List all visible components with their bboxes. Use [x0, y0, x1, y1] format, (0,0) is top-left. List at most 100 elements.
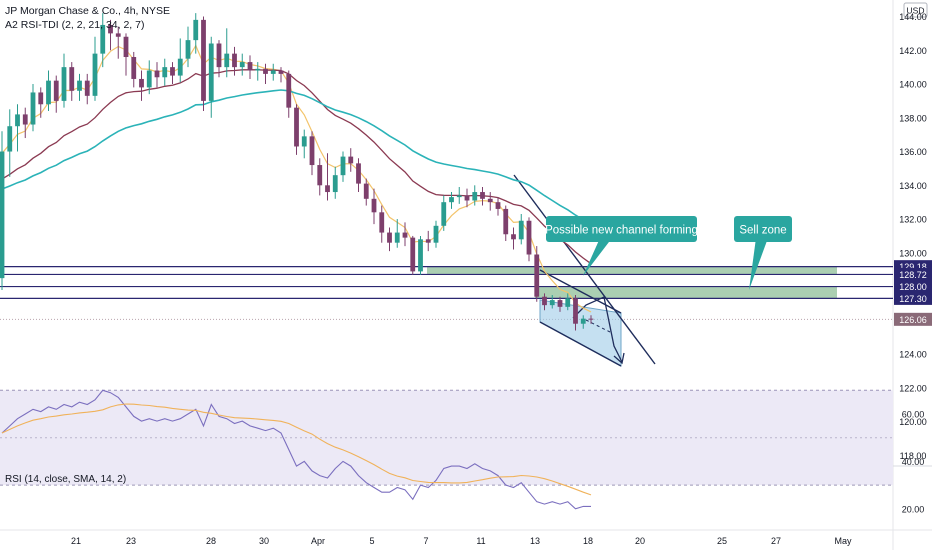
candle-41 [317, 158, 323, 196]
sell-callout-pointer [749, 238, 768, 290]
candle-body [208, 43, 214, 101]
time-tick-label: 13 [530, 536, 540, 546]
candle-body [100, 24, 106, 54]
rsi-legend[interactable]: RSI (14, close, SMA, 14, 2) [5, 474, 126, 485]
candle-20 [154, 62, 160, 88]
candle-18 [139, 70, 144, 101]
candle-5 [38, 87, 44, 118]
candle-15 [115, 26, 121, 59]
ema-fast-line [1, 44, 592, 313]
time-axis[interactable]: 21 23 28 30 Apr 5 7 11 13 18 20 25 27 May [71, 536, 852, 546]
time-tick-label: May [834, 536, 852, 546]
candle-body [511, 234, 516, 240]
candle-3 [22, 107, 28, 139]
projection-dashed-line [585, 319, 611, 333]
candle-54 [418, 235, 423, 275]
candles [0, 13, 594, 331]
indicator-legend[interactable]: A2 RSI-TDI (2, 2, 21, 34, 2, 7) [5, 19, 144, 31]
candle-body [309, 136, 315, 166]
rsi-tick-label: 40.00 [902, 457, 925, 467]
candle-26 [201, 16, 206, 112]
candle-body [588, 318, 594, 320]
candle-51 [394, 219, 400, 248]
price-tick-label: 142.00 [899, 46, 927, 56]
candle-58 [449, 192, 454, 209]
candle-body [15, 114, 20, 127]
candle-body [270, 70, 276, 74]
candle-37 [286, 70, 292, 118]
candle-body [286, 73, 292, 108]
candle-body [115, 33, 121, 37]
candle-body [146, 70, 152, 88]
candle-body [348, 156, 354, 164]
level-label-text: 128.72 [899, 270, 927, 280]
candle-body [503, 208, 509, 235]
candle-body [518, 220, 524, 240]
level-label-bg [894, 291, 932, 305]
candle-body [294, 107, 299, 147]
level-label-bg [894, 312, 932, 326]
candle-body [170, 67, 175, 76]
rsi-line [1, 389, 591, 510]
channel-upper-line[interactable] [513, 174, 656, 365]
candle-body [162, 67, 168, 78]
candle-9 [69, 62, 75, 101]
candle-6 [46, 70, 51, 112]
candle-body [30, 92, 36, 125]
candle-14 [108, 19, 113, 51]
ema-medium-line [1, 69, 592, 265]
candle-body [534, 254, 540, 297]
candle-23 [177, 38, 183, 83]
candle-body [177, 58, 183, 76]
candle-body [487, 198, 493, 203]
candle-12 [92, 36, 98, 101]
currency-badge[interactable] [903, 2, 928, 18]
channel-mid-line[interactable] [539, 269, 622, 314]
candle-69 [534, 246, 540, 302]
channel-callout-box[interactable] [546, 216, 697, 242]
candle-body [418, 239, 423, 272]
candle-61 [472, 185, 478, 206]
price-axis[interactable]: 144.00 142.00 140.00 138.00 136.00 134.00 132.… [899, 12, 927, 461]
candle-body [441, 202, 447, 226]
candle-25 [193, 13, 199, 54]
candle-75 [580, 315, 586, 329]
falling-channel[interactable] [513, 174, 656, 367]
candle-4 [30, 84, 36, 132]
time-tick-label: 30 [259, 536, 269, 546]
candle-body [449, 197, 454, 203]
candle-body [7, 126, 13, 152]
candle-body [387, 232, 392, 243]
candle-body [69, 67, 75, 91]
price-tick-label: 124.00 [899, 350, 927, 360]
candle-body [46, 80, 51, 105]
time-tick-label: 25 [717, 536, 727, 546]
price-tick-label: 120.00 [899, 417, 927, 427]
candle-70 [542, 293, 547, 311]
candle-7 [53, 75, 59, 113]
candle-67 [518, 213, 524, 245]
candle-body [123, 36, 129, 58]
candle-71 [549, 295, 555, 309]
candle-29 [224, 28, 230, 78]
candle-body [278, 70, 284, 74]
candle-57 [441, 195, 447, 231]
candle-body [565, 298, 571, 307]
sell-callout-box[interactable] [734, 216, 792, 242]
rsi-tick-label: 60.00 [902, 410, 925, 420]
time-tick-label: 27 [771, 536, 781, 546]
callouts[interactable]: Possible new channel forming Sell zone [545, 216, 792, 290]
candle-32 [247, 55, 253, 79]
chart-title[interactable]: JP Morgan Chase & Co., 4h, NYSE [5, 5, 170, 17]
candle-49 [379, 205, 385, 243]
candle-body [61, 67, 67, 101]
price-tick-label: 118.00 [900, 451, 927, 461]
level-label-bg [894, 280, 932, 294]
time-tick-label: 20 [635, 536, 645, 546]
candle-13 [100, 13, 106, 68]
candle-48 [371, 188, 377, 225]
resistance-zone-lower [535, 286, 837, 299]
channel-lower-line[interactable] [539, 321, 622, 367]
